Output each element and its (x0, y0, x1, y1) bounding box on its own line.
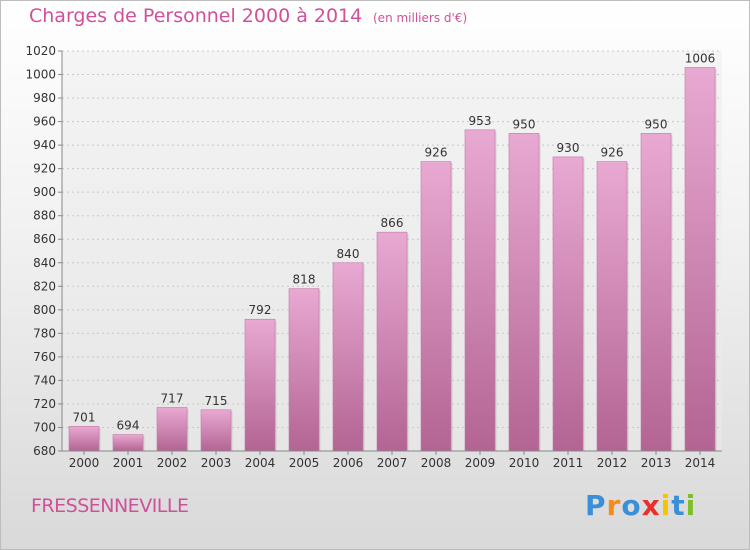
x-tick-label: 2002 (157, 456, 188, 470)
data-label: 717 (161, 391, 184, 405)
x-tick-label: 2005 (289, 456, 320, 470)
y-tick-label: 760 (33, 350, 56, 364)
data-label: 715 (205, 394, 228, 408)
chart-subtitle: (en milliers d'€) (373, 11, 468, 25)
data-label: 818 (293, 273, 316, 287)
bar-2006 (332, 262, 364, 452)
bar-2008 (420, 161, 452, 452)
data-label: 950 (513, 117, 536, 131)
x-tick-label: 2013 (641, 456, 672, 470)
y-tick-label: 800 (33, 303, 56, 317)
x-tick-label: 2003 (201, 456, 232, 470)
bar-2009 (464, 129, 496, 452)
bar-2000 (68, 425, 100, 452)
bar-2014 (684, 67, 716, 452)
bar-2002 (156, 407, 188, 452)
logo-letter: r (606, 489, 622, 522)
data-label: 866 (381, 216, 404, 230)
y-tick-label: 980 (33, 91, 56, 105)
y-tick-label: 940 (33, 138, 56, 152)
axes-group: 680 700 720 740 760 780 800 820 840 860 880 900 920 9… (25, 44, 722, 470)
bar-2012 (596, 161, 628, 452)
commune-name: FRESSENNEVILLE (31, 495, 189, 517)
data-label: 950 (645, 117, 668, 131)
bars-group: 701 694 717 715 792 818 840 866 926 953 950 930 926 9… (68, 51, 717, 452)
y-tick-label: 1000 (25, 68, 56, 82)
x-tick-label: 2001 (113, 456, 144, 470)
y-tick-label: 680 (33, 444, 56, 458)
data-label: 701 (73, 410, 96, 424)
x-tick-label: 2006 (333, 456, 364, 470)
logo-letter: t (671, 489, 686, 522)
x-tick-label: 2010 (509, 456, 540, 470)
chart-title: Charges de Personnel 2000 à 2014 (29, 5, 363, 27)
bar-2003 (200, 409, 232, 452)
x-tick-label: 2009 (465, 456, 496, 470)
data-label: 1006 (685, 51, 716, 65)
data-label: 792 (249, 303, 272, 317)
bar-2001 (112, 434, 144, 452)
x-tick-label: 2012 (597, 456, 628, 470)
y-tick-label: 880 (33, 209, 56, 223)
y-tick-label: 840 (33, 256, 56, 270)
bar-2004 (244, 318, 276, 452)
y-tick-label: 720 (33, 397, 56, 411)
data-label: 930 (557, 141, 580, 155)
proxiti-logo[interactable]: Proxiti (585, 489, 696, 522)
logo-letter: i (660, 489, 672, 522)
bar-2007 (376, 231, 408, 452)
bar-2011 (552, 156, 584, 452)
y-tick-label: 900 (33, 185, 56, 199)
y-tick-label: 820 (33, 279, 56, 293)
data-label: 926 (601, 146, 624, 160)
y-tick-label: 1020 (25, 44, 56, 58)
x-tick-label: 2008 (421, 456, 452, 470)
logo-letter: P (585, 489, 607, 522)
logo-letter: i (685, 489, 697, 522)
y-tick-label: 740 (33, 373, 56, 387)
y-tick-label: 780 (33, 326, 56, 340)
data-label: 953 (469, 114, 492, 128)
bar-2010 (508, 133, 540, 452)
x-tick-label: 2011 (553, 456, 584, 470)
data-label: 694 (117, 419, 140, 433)
bar-2013 (640, 133, 672, 452)
logo-letter: o (621, 489, 642, 522)
y-tick-label: 860 (33, 232, 56, 246)
y-tick-label: 700 (33, 420, 56, 434)
x-tick-label: 2000 (69, 456, 100, 470)
x-tick-label: 2004 (245, 456, 276, 470)
y-tick-label: 920 (33, 162, 56, 176)
x-tick-label: 2014 (685, 456, 716, 470)
data-label: 926 (425, 146, 448, 160)
data-label: 840 (337, 247, 360, 261)
bar-2005 (288, 288, 320, 452)
x-tick-label: 2007 (377, 456, 408, 470)
y-tick-label: 960 (33, 115, 56, 129)
logo-letter: x (641, 489, 661, 522)
